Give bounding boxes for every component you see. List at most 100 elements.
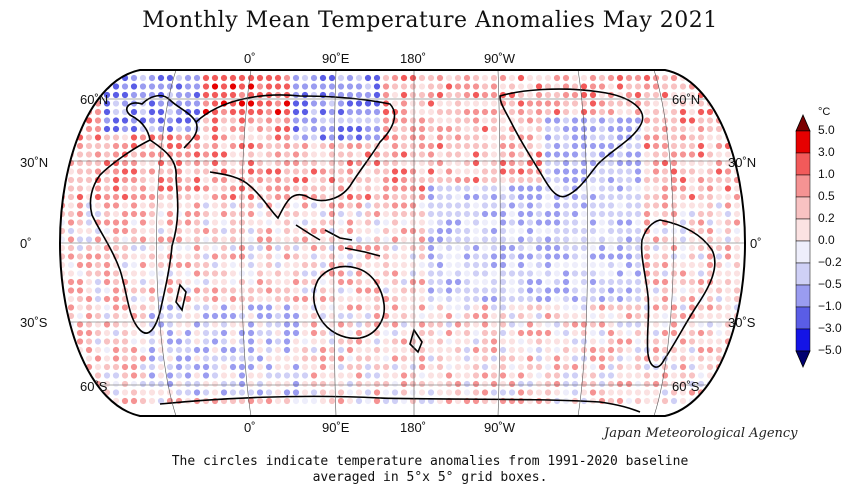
anomaly-dot	[706, 372, 714, 379]
anomaly-dot	[310, 346, 318, 354]
anomaly-dot	[157, 193, 165, 201]
anomaly-dot	[301, 287, 309, 294]
anomaly-dot	[643, 83, 651, 90]
anomaly-dot	[571, 91, 579, 99]
anomaly-dot	[715, 253, 723, 260]
anomaly-dot	[418, 372, 426, 379]
anomaly-dot	[526, 363, 534, 371]
anomaly-dot	[274, 185, 282, 192]
anomaly-dot	[76, 397, 84, 405]
anomaly-dot	[202, 210, 210, 218]
anomaly-dot	[94, 244, 102, 252]
anomaly-dot	[589, 134, 597, 141]
anomaly-dot	[175, 108, 183, 116]
anomaly-dot	[508, 287, 516, 294]
anomaly-dot	[409, 355, 417, 362]
anomaly-dot	[733, 287, 741, 294]
anomaly-dot	[337, 176, 345, 184]
anomaly-dot	[706, 74, 714, 82]
anomaly-dot	[112, 355, 120, 362]
anomaly-dot	[247, 210, 255, 218]
anomaly-dot	[211, 219, 219, 226]
anomaly-dot	[697, 176, 705, 184]
anomaly-dot	[544, 397, 552, 405]
anomaly-dot	[535, 346, 543, 354]
anomaly-dot	[670, 278, 678, 286]
anomaly-dot	[616, 202, 624, 209]
anomaly-dot	[409, 202, 417, 209]
anomaly-dot	[562, 244, 570, 252]
left-lat-label-0: 0˚	[20, 236, 32, 251]
anomaly-dot	[67, 253, 75, 260]
anomaly-dot	[643, 142, 651, 150]
anomaly-dot	[94, 142, 102, 150]
anomaly-dot	[724, 278, 732, 286]
anomaly-dot	[130, 329, 138, 337]
anomaly-dot	[463, 193, 471, 201]
anomaly-dot	[616, 304, 624, 311]
anomaly-dot	[427, 244, 435, 252]
anomaly-dot	[661, 346, 669, 354]
anomaly-dot	[589, 108, 597, 116]
anomaly-dot	[202, 185, 210, 192]
anomaly-dot	[571, 168, 579, 175]
anomaly-dot	[715, 227, 723, 235]
anomaly-dot	[688, 321, 696, 328]
anomaly-dot	[310, 278, 318, 286]
anomaly-dot	[715, 134, 723, 141]
anomaly-dot	[652, 261, 660, 269]
anomaly-dot	[535, 159, 543, 167]
anomaly-dot	[148, 270, 156, 277]
anomaly-dot	[463, 295, 471, 303]
anomaly-dot	[589, 389, 597, 396]
anomaly-dot	[166, 372, 174, 379]
anomaly-dot	[256, 321, 264, 328]
anomaly-dot	[589, 202, 597, 209]
anomaly-dot	[382, 193, 390, 201]
anomaly-dot	[463, 83, 471, 90]
anomaly-dot	[724, 168, 732, 175]
anomaly-dot	[256, 168, 264, 175]
anomaly-dot	[562, 83, 570, 90]
anomaly-dot	[355, 83, 363, 90]
anomaly-dot	[598, 295, 606, 303]
anomaly-dot	[184, 372, 192, 379]
anomaly-dot	[571, 253, 579, 260]
anomaly-dot	[319, 397, 327, 405]
anomaly-dot	[598, 380, 606, 388]
anomaly-dot	[517, 355, 525, 362]
anomaly-dot	[706, 227, 714, 235]
anomaly-dot	[724, 202, 732, 209]
anomaly-dot	[607, 100, 615, 107]
anomaly-dot	[571, 372, 579, 379]
anomaly-dot	[553, 227, 561, 235]
anomaly-dot	[274, 159, 282, 167]
anomaly-dot	[229, 168, 237, 175]
anomaly-dot	[328, 312, 336, 320]
anomaly-dot	[364, 346, 372, 354]
anomaly-dot	[373, 346, 381, 354]
anomaly-dot	[436, 210, 444, 218]
anomaly-dot	[112, 159, 120, 167]
anomaly-dot	[346, 151, 354, 158]
anomaly-dot	[454, 329, 462, 337]
anomaly-dot	[346, 100, 354, 107]
anomaly-dot	[490, 321, 498, 328]
anomaly-dot	[589, 329, 597, 337]
anomaly-dot	[670, 270, 678, 277]
anomaly-dot	[274, 83, 282, 90]
anomaly-dot	[301, 244, 309, 252]
anomaly-dot	[679, 227, 687, 235]
anomaly-dot	[373, 338, 381, 345]
anomaly-dot	[328, 397, 336, 405]
anomaly-dot	[526, 83, 534, 90]
anomaly-dot	[562, 236, 570, 243]
right-lat-label-30n: 30˚N	[728, 155, 757, 170]
anomaly-dot	[544, 372, 552, 379]
anomaly-dot	[418, 91, 426, 99]
anomaly-dot	[301, 363, 309, 371]
anomaly-dot	[220, 117, 228, 124]
anomaly-dot	[580, 261, 588, 269]
anomaly-dot	[661, 185, 669, 192]
anomaly-dot	[130, 125, 138, 133]
